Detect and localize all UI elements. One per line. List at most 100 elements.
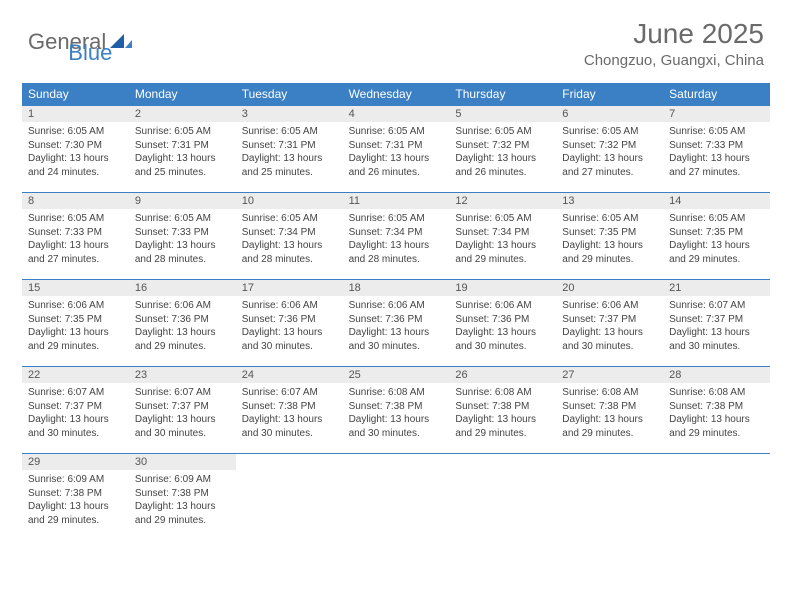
day-cell: 9Sunrise: 6:05 AMSunset: 7:33 PMDaylight… — [129, 193, 236, 279]
day-body: Sunrise: 6:05 AMSunset: 7:31 PMDaylight:… — [236, 122, 343, 183]
daylight-text: and 29 minutes. — [562, 427, 657, 441]
logo-sail-icon — [110, 31, 132, 54]
day-number: 19 — [449, 280, 556, 296]
sunrise-text: Sunrise: 6:09 AM — [28, 473, 123, 487]
day-number: 8 — [22, 193, 129, 209]
day-cell: 26Sunrise: 6:08 AMSunset: 7:38 PMDayligh… — [449, 367, 556, 453]
sunrise-text: Sunrise: 6:08 AM — [349, 386, 444, 400]
day-cell: 16Sunrise: 6:06 AMSunset: 7:36 PMDayligh… — [129, 280, 236, 366]
day-number: 4 — [343, 106, 450, 122]
daylight-text: and 24 minutes. — [28, 166, 123, 180]
day-body: Sunrise: 6:07 AMSunset: 7:37 PMDaylight:… — [129, 383, 236, 444]
sunset-text: Sunset: 7:33 PM — [669, 139, 764, 153]
day-cell: 3Sunrise: 6:05 AMSunset: 7:31 PMDaylight… — [236, 106, 343, 192]
day-number: 24 — [236, 367, 343, 383]
daylight-text: and 26 minutes. — [455, 166, 550, 180]
page-header: General Blue June 2025 Chongzuo, Guangxi… — [0, 0, 792, 77]
sunrise-text: Sunrise: 6:05 AM — [28, 125, 123, 139]
day-number: 17 — [236, 280, 343, 296]
sunrise-text: Sunrise: 6:06 AM — [28, 299, 123, 313]
day-body: Sunrise: 6:05 AMSunset: 7:33 PMDaylight:… — [663, 122, 770, 183]
sunset-text: Sunset: 7:38 PM — [562, 400, 657, 414]
day-header-monday: Monday — [129, 83, 236, 105]
sunrise-text: Sunrise: 6:05 AM — [135, 125, 230, 139]
day-body: Sunrise: 6:06 AMSunset: 7:36 PMDaylight:… — [449, 296, 556, 357]
day-body: Sunrise: 6:09 AMSunset: 7:38 PMDaylight:… — [22, 470, 129, 531]
daylight-text: Daylight: 13 hours — [349, 326, 444, 340]
daylight-text: and 30 minutes. — [349, 340, 444, 354]
daylight-text: Daylight: 13 hours — [242, 413, 337, 427]
daylight-text: and 30 minutes. — [135, 427, 230, 441]
week-row: 1Sunrise: 6:05 AMSunset: 7:30 PMDaylight… — [22, 105, 770, 192]
daylight-text: Daylight: 13 hours — [28, 239, 123, 253]
day-cell: 12Sunrise: 6:05 AMSunset: 7:34 PMDayligh… — [449, 193, 556, 279]
daylight-text: Daylight: 13 hours — [562, 239, 657, 253]
title-block: June 2025 Chongzuo, Guangxi, China — [584, 18, 764, 69]
day-number: 26 — [449, 367, 556, 383]
daylight-text: and 29 minutes. — [669, 253, 764, 267]
sunrise-text: Sunrise: 6:05 AM — [455, 125, 550, 139]
sunset-text: Sunset: 7:36 PM — [349, 313, 444, 327]
day-number: 13 — [556, 193, 663, 209]
day-number: 10 — [236, 193, 343, 209]
daylight-text: Daylight: 13 hours — [28, 152, 123, 166]
day-number: 29 — [22, 454, 129, 470]
day-body: Sunrise: 6:07 AMSunset: 7:37 PMDaylight:… — [22, 383, 129, 444]
daylight-text: Daylight: 13 hours — [28, 500, 123, 514]
sunrise-text: Sunrise: 6:08 AM — [562, 386, 657, 400]
daylight-text: Daylight: 13 hours — [349, 413, 444, 427]
sunset-text: Sunset: 7:33 PM — [135, 226, 230, 240]
daylight-text: and 28 minutes. — [242, 253, 337, 267]
day-body: Sunrise: 6:05 AMSunset: 7:31 PMDaylight:… — [343, 122, 450, 183]
sunset-text: Sunset: 7:30 PM — [28, 139, 123, 153]
day-body: Sunrise: 6:07 AMSunset: 7:38 PMDaylight:… — [236, 383, 343, 444]
sunset-text: Sunset: 7:33 PM — [28, 226, 123, 240]
sunset-text: Sunset: 7:38 PM — [349, 400, 444, 414]
day-number: 28 — [663, 367, 770, 383]
daylight-text: and 27 minutes. — [28, 253, 123, 267]
day-header-sunday: Sunday — [22, 83, 129, 105]
sunrise-text: Sunrise: 6:06 AM — [349, 299, 444, 313]
day-body: Sunrise: 6:06 AMSunset: 7:35 PMDaylight:… — [22, 296, 129, 357]
day-cell — [556, 454, 663, 540]
daylight-text: and 27 minutes. — [562, 166, 657, 180]
day-body: Sunrise: 6:05 AMSunset: 7:35 PMDaylight:… — [556, 209, 663, 270]
sunset-text: Sunset: 7:31 PM — [349, 139, 444, 153]
sunrise-text: Sunrise: 6:08 AM — [455, 386, 550, 400]
day-cell: 10Sunrise: 6:05 AMSunset: 7:34 PMDayligh… — [236, 193, 343, 279]
day-number: 12 — [449, 193, 556, 209]
sunrise-text: Sunrise: 6:06 AM — [135, 299, 230, 313]
day-cell: 19Sunrise: 6:06 AMSunset: 7:36 PMDayligh… — [449, 280, 556, 366]
day-body: Sunrise: 6:05 AMSunset: 7:32 PMDaylight:… — [449, 122, 556, 183]
day-cell: 30Sunrise: 6:09 AMSunset: 7:38 PMDayligh… — [129, 454, 236, 540]
daylight-text: Daylight: 13 hours — [669, 152, 764, 166]
day-body: Sunrise: 6:08 AMSunset: 7:38 PMDaylight:… — [449, 383, 556, 444]
day-body: Sunrise: 6:09 AMSunset: 7:38 PMDaylight:… — [129, 470, 236, 531]
sunset-text: Sunset: 7:38 PM — [135, 487, 230, 501]
daylight-text: and 28 minutes. — [135, 253, 230, 267]
daylight-text: Daylight: 13 hours — [135, 239, 230, 253]
sunrise-text: Sunrise: 6:05 AM — [349, 212, 444, 226]
day-cell: 20Sunrise: 6:06 AMSunset: 7:37 PMDayligh… — [556, 280, 663, 366]
day-body: Sunrise: 6:06 AMSunset: 7:37 PMDaylight:… — [556, 296, 663, 357]
week-row: 29Sunrise: 6:09 AMSunset: 7:38 PMDayligh… — [22, 453, 770, 540]
day-body: Sunrise: 6:07 AMSunset: 7:37 PMDaylight:… — [663, 296, 770, 357]
day-number: 27 — [556, 367, 663, 383]
daylight-text: and 30 minutes. — [669, 340, 764, 354]
day-body: Sunrise: 6:05 AMSunset: 7:32 PMDaylight:… — [556, 122, 663, 183]
daylight-text: Daylight: 13 hours — [562, 413, 657, 427]
daylight-text: and 30 minutes. — [242, 427, 337, 441]
daylight-text: Daylight: 13 hours — [135, 413, 230, 427]
daylight-text: Daylight: 13 hours — [669, 326, 764, 340]
day-cell: 2Sunrise: 6:05 AMSunset: 7:31 PMDaylight… — [129, 106, 236, 192]
daylight-text: and 30 minutes. — [349, 427, 444, 441]
sunset-text: Sunset: 7:31 PM — [135, 139, 230, 153]
sunset-text: Sunset: 7:36 PM — [135, 313, 230, 327]
day-number: 2 — [129, 106, 236, 122]
week-row: 22Sunrise: 6:07 AMSunset: 7:37 PMDayligh… — [22, 366, 770, 453]
day-body: Sunrise: 6:05 AMSunset: 7:33 PMDaylight:… — [129, 209, 236, 270]
day-cell: 22Sunrise: 6:07 AMSunset: 7:37 PMDayligh… — [22, 367, 129, 453]
day-body: Sunrise: 6:06 AMSunset: 7:36 PMDaylight:… — [129, 296, 236, 357]
sunrise-text: Sunrise: 6:06 AM — [562, 299, 657, 313]
sunset-text: Sunset: 7:32 PM — [455, 139, 550, 153]
